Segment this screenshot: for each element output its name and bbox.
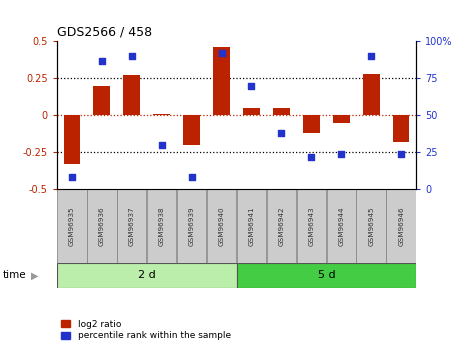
Text: GSM96943: GSM96943 [308, 206, 315, 246]
Bar [57, 263, 236, 288]
Bar [117, 189, 147, 263]
Bar [147, 189, 176, 263]
Bar [213, 47, 230, 115]
Bar [326, 189, 356, 263]
Legend: log2 ratio, percentile rank within the sample: log2 ratio, percentile rank within the s… [61, 320, 231, 341]
Text: GSM96938: GSM96938 [158, 206, 165, 246]
Text: GSM96940: GSM96940 [219, 206, 225, 246]
Bar [357, 189, 386, 263]
Text: GSM96942: GSM96942 [279, 206, 284, 246]
Text: time: time [2, 270, 26, 280]
Point [128, 53, 135, 59]
Bar [184, 115, 200, 145]
Text: GSM96939: GSM96939 [189, 206, 194, 246]
Text: GSM96941: GSM96941 [248, 206, 254, 246]
Text: 5 d: 5 d [317, 270, 335, 280]
Bar [94, 86, 110, 115]
Bar [236, 263, 416, 288]
Point [397, 151, 405, 156]
Point [278, 130, 285, 136]
Bar [303, 115, 320, 133]
Text: 2 d: 2 d [138, 270, 156, 280]
Bar [243, 108, 260, 115]
Point [338, 151, 345, 156]
Bar [393, 115, 410, 142]
Point [307, 154, 315, 159]
Bar [153, 114, 170, 115]
Bar [236, 189, 266, 263]
Text: ▶: ▶ [31, 270, 38, 280]
Text: GDS2566 / 458: GDS2566 / 458 [57, 26, 152, 39]
Text: GSM96945: GSM96945 [368, 206, 374, 246]
Bar [297, 189, 326, 263]
Point [188, 175, 195, 180]
Bar [123, 75, 140, 115]
Text: GSM96936: GSM96936 [99, 206, 105, 246]
Bar [273, 108, 289, 115]
Bar [57, 189, 87, 263]
Bar [363, 74, 379, 115]
Bar [87, 189, 116, 263]
Text: GSM96935: GSM96935 [69, 206, 75, 246]
Point [218, 50, 225, 56]
Point [368, 53, 375, 59]
Point [68, 175, 76, 180]
Text: GSM96946: GSM96946 [398, 206, 404, 246]
Bar [207, 189, 236, 263]
Point [158, 142, 166, 147]
Point [248, 83, 255, 88]
Bar [333, 115, 350, 122]
Text: GSM96937: GSM96937 [129, 206, 135, 246]
Bar [267, 189, 296, 263]
Point [98, 58, 105, 63]
Bar [63, 115, 80, 164]
Text: GSM96944: GSM96944 [338, 206, 344, 246]
Bar [177, 189, 206, 263]
Bar [386, 189, 416, 263]
